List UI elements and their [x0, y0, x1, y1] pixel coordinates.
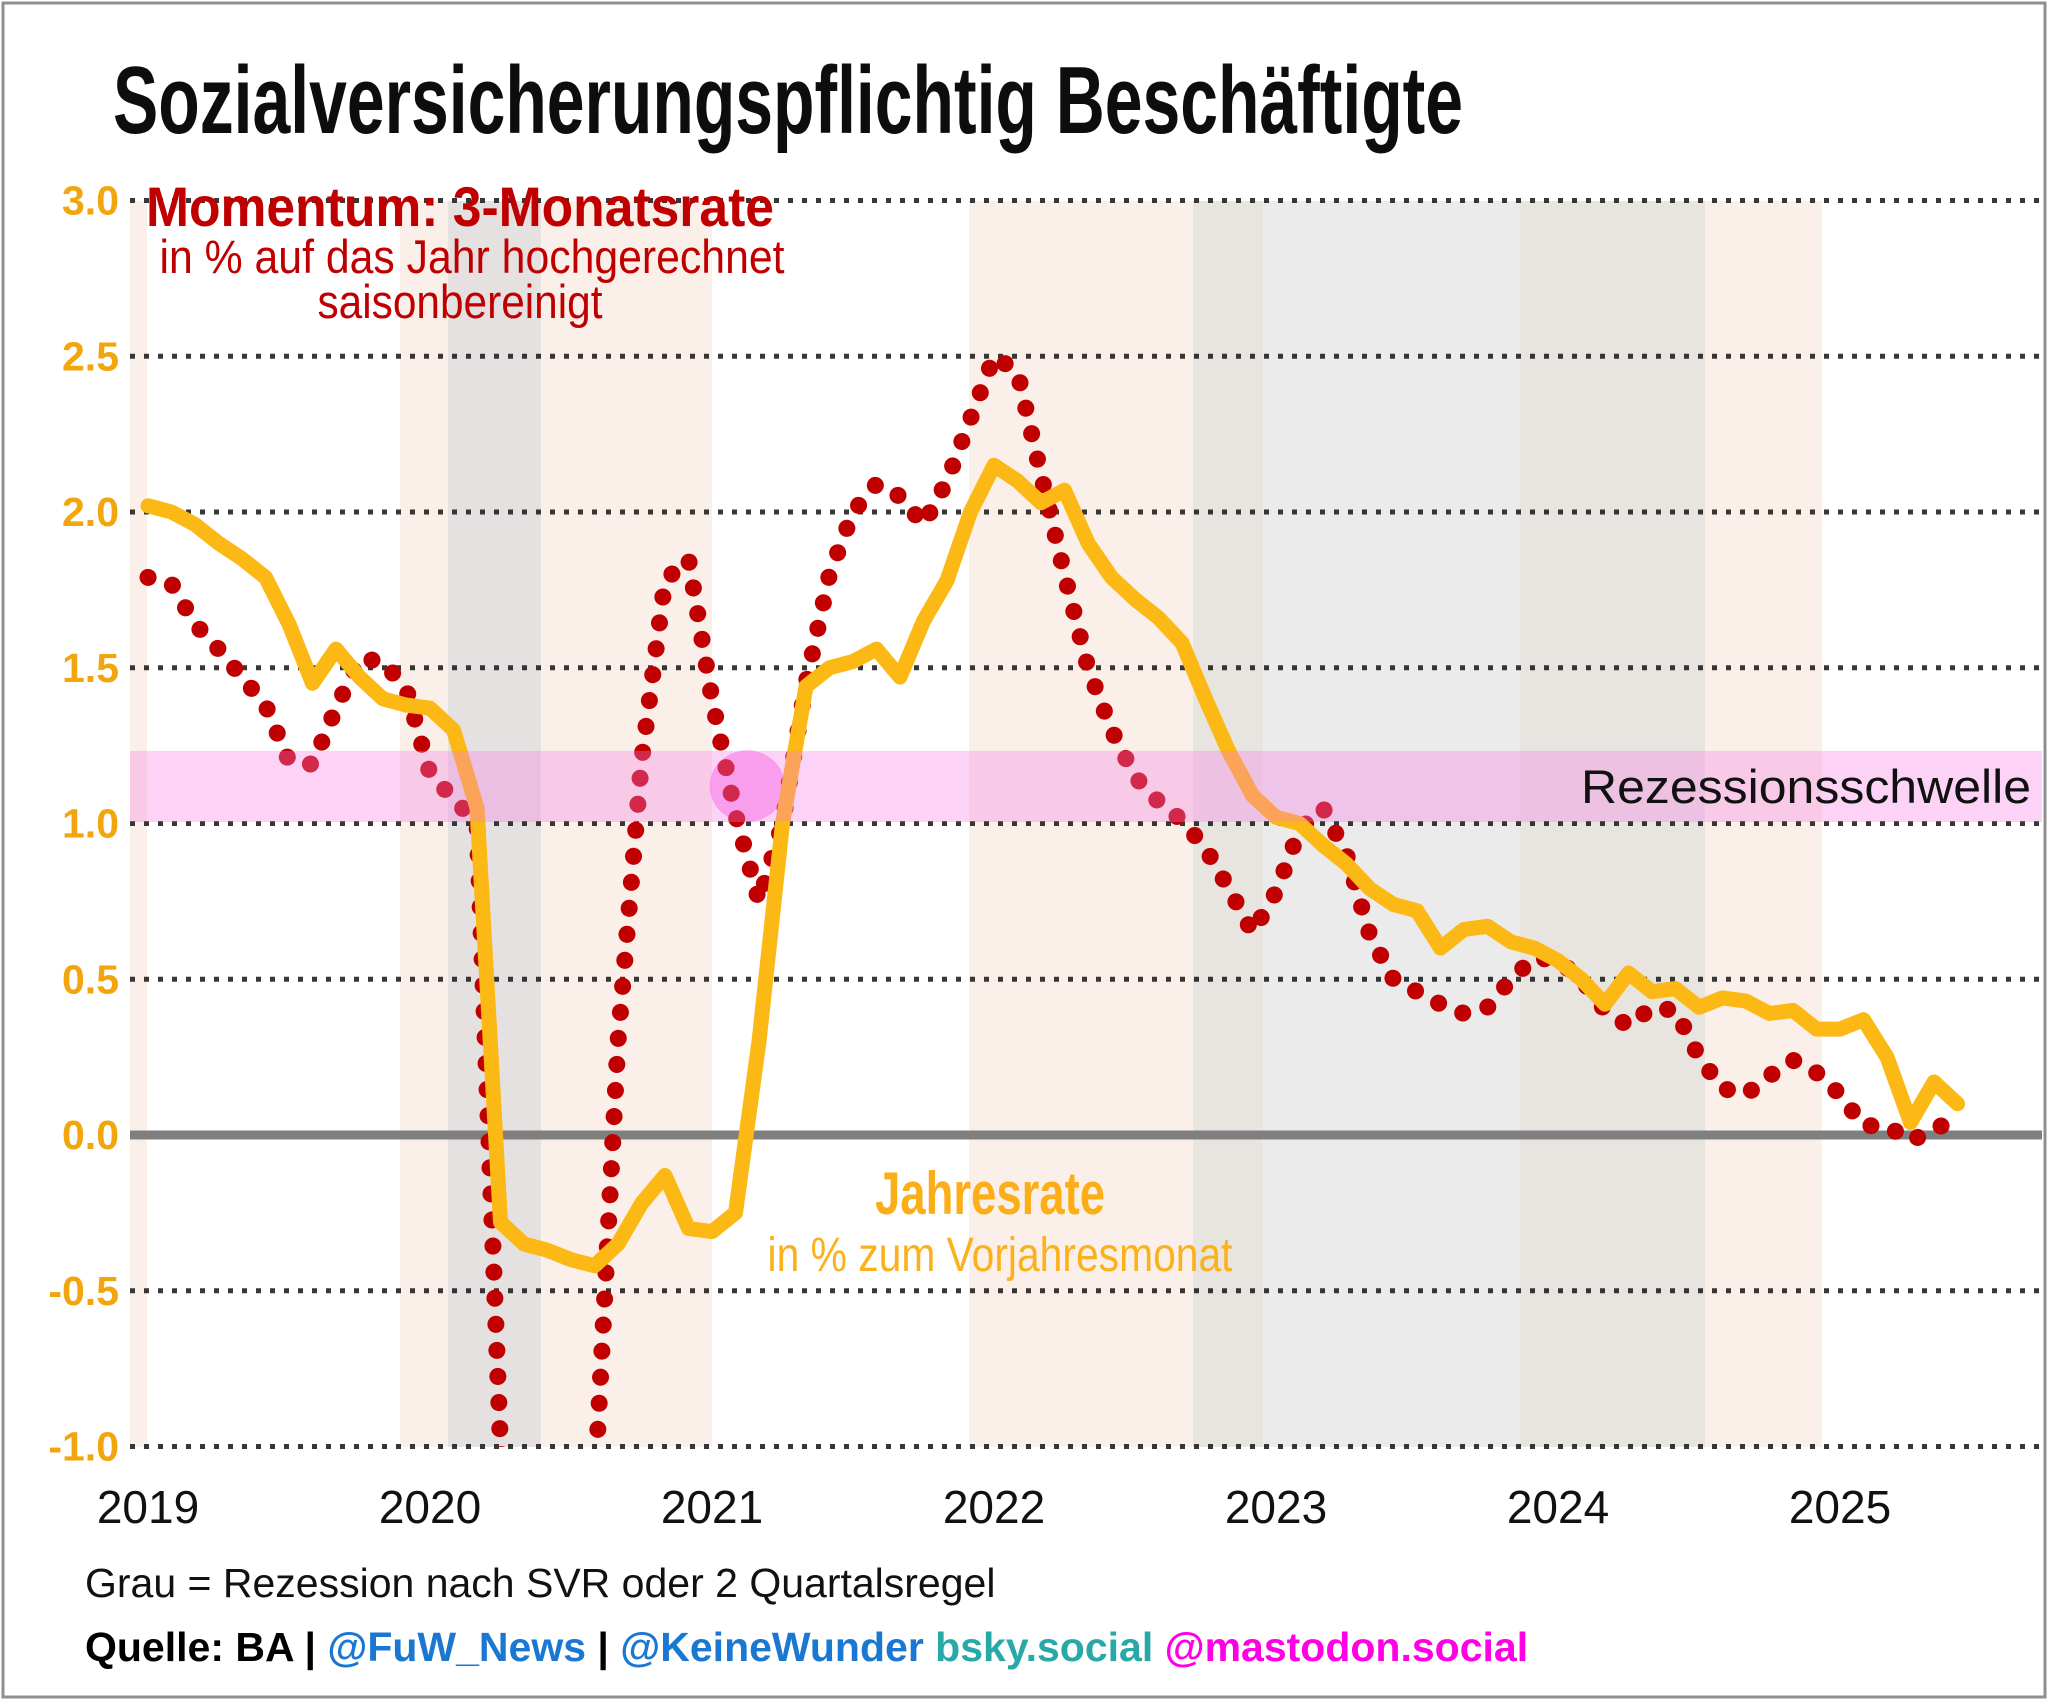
footer-source-segment: bsky.social — [924, 1624, 1153, 1670]
footer-source-segment: Quelle: BA — [85, 1624, 304, 1670]
data-series — [139, 343, 1966, 1447]
y-axis-label: -1.0 — [48, 1424, 119, 1470]
footer-source-segment: | — [586, 1624, 620, 1670]
y-axis-label: 3.0 — [62, 178, 119, 224]
x-axis-label: 2019 — [97, 1481, 199, 1533]
page-title: Sozialversicherungspflichtig Beschäftigt… — [113, 47, 1463, 154]
x-axis-label: 2024 — [1507, 1481, 1609, 1533]
footer-source: Quelle: BA | @FuW_News | @KeineWunder bs… — [85, 1624, 1528, 1670]
x-axis-label: 2025 — [1789, 1481, 1891, 1533]
momentum-label-sub2: saisonbereinigt — [318, 275, 603, 328]
vertical-period-bands — [130, 201, 1822, 1447]
footer-note: Grau = Rezession nach SVR oder 2 Quartal… — [85, 1560, 995, 1606]
y-axis-label: 1.5 — [62, 645, 119, 691]
footer-source-segment: @mastodon.social — [1153, 1624, 1528, 1670]
x-axis-label: 2022 — [943, 1481, 1045, 1533]
recession-threshold-label: Rezessionsschwelle — [1581, 760, 2031, 813]
x-axis-label: 2020 — [379, 1481, 481, 1533]
footer-source-segment: | — [304, 1624, 327, 1670]
momentum-label-title: Momentum: 3-Monatsrate — [146, 175, 774, 238]
momentum-label-sub1: in % auf das Jahr hochgerechnet — [160, 230, 785, 283]
jahresrate-label-sub: in % zum Vorjahresmonat — [768, 1229, 1233, 1282]
footer-source-segment: @FuW_News — [327, 1624, 586, 1670]
y-axis-label: 0.0 — [62, 1112, 119, 1158]
x-axis-label: 2021 — [661, 1481, 763, 1533]
period-band-cream — [1705, 201, 1822, 1447]
x-axis-label: 2023 — [1225, 1481, 1327, 1533]
y-axis-labels: 3.0 2.5 2.0 1.5 1.0 0.5 0.0 -0.5 -1.0 — [48, 178, 119, 1470]
y-axis-label: 2.0 — [62, 489, 119, 535]
momentum-dotted-line — [139, 343, 1966, 1447]
x-axis-labels: 2019 2020 2021 2022 2023 2024 2025 — [97, 1481, 1891, 1533]
y-axis-label: 0.5 — [62, 956, 119, 1002]
y-axis-label: 2.5 — [62, 333, 119, 379]
y-axis-label: -0.5 — [48, 1268, 119, 1314]
jahresrate-label-title: Jahresrate — [875, 1160, 1105, 1227]
recession-threshold-band — [130, 750, 2042, 822]
jahresrate-line — [140, 457, 1965, 1274]
footer-source-segment: @KeineWunder — [620, 1624, 924, 1670]
y-axis-label: 1.0 — [62, 801, 119, 847]
